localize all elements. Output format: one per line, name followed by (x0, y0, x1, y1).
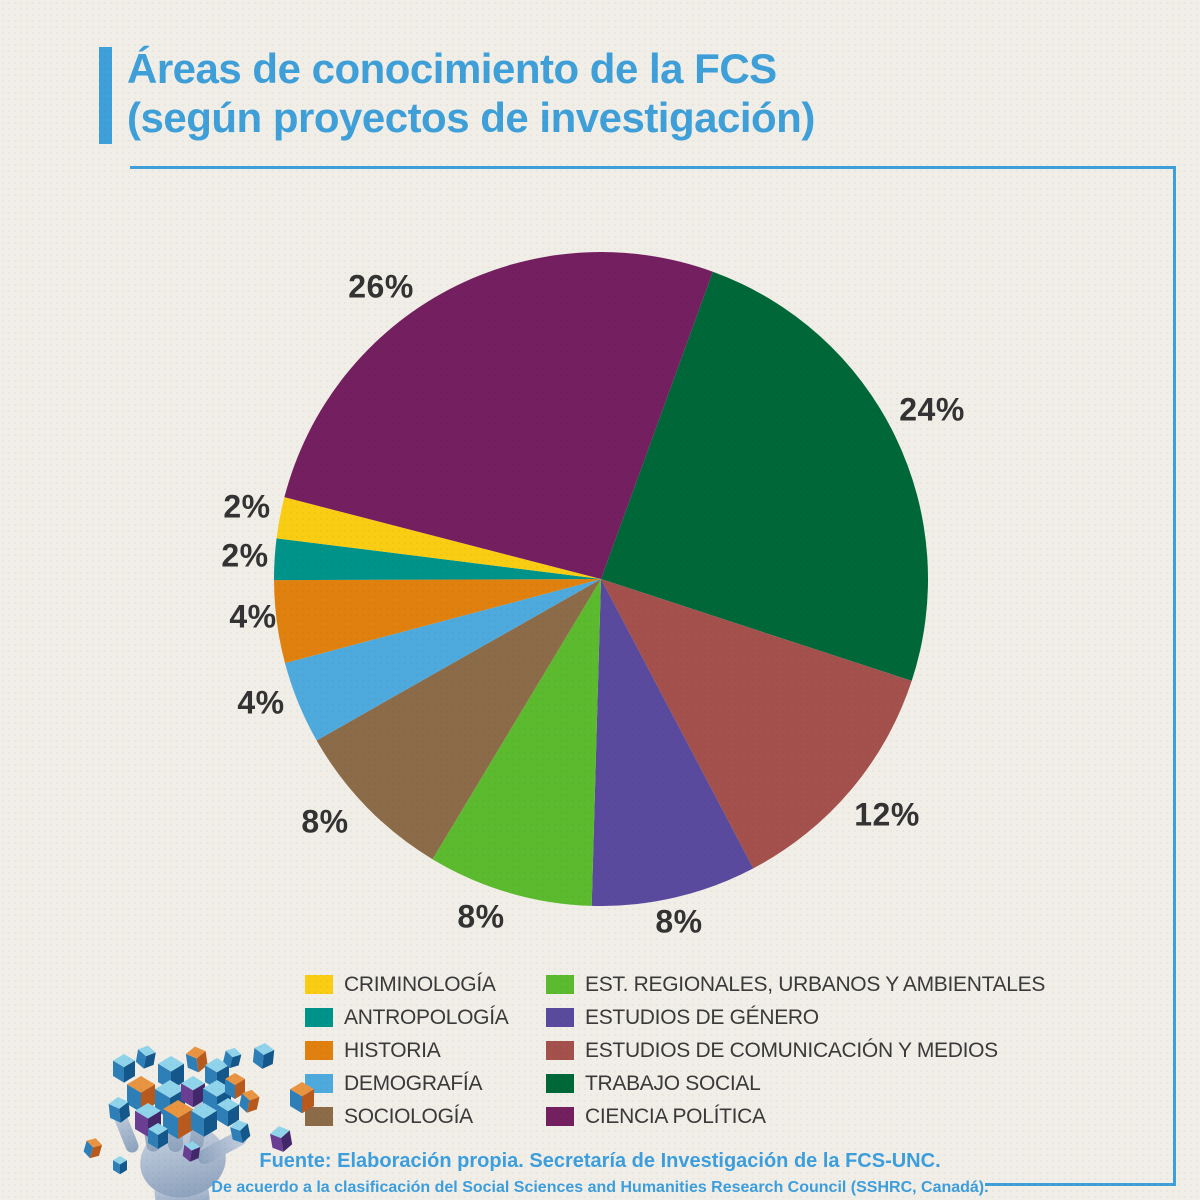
legend-item: DEMOGRAFÍA (305, 1071, 508, 1095)
pie-percent-label: 8% (655, 903, 703, 940)
pie-slice-est-regionales-urbanos-y-ambientales (432, 579, 601, 906)
legend-label: SOCIOLOGÍA (344, 1104, 473, 1128)
footer-source-line1: Fuente: Elaboración propia. Secretaría d… (259, 1150, 941, 1172)
page-title-line1: Áreas de conocimiento de la FCS (127, 45, 777, 92)
pie-slice-historia (274, 579, 601, 664)
footer-source-line2: De acuerdo a la clasificación del Social… (211, 1179, 989, 1196)
legend-swatch (305, 1041, 333, 1060)
legend-swatch (546, 1107, 574, 1126)
legend-label: HISTORIA (344, 1038, 441, 1062)
legend-item: ESTUDIOS DE COMUNICACIÓN Y MEDIOS (546, 1038, 1045, 1062)
pie-chart (274, 252, 928, 906)
legend-swatch (305, 1008, 333, 1027)
legend-item: SOCIOLOGÍA (305, 1104, 508, 1128)
legend-column-2: EST. REGIONALES, URBANOS Y AMBIENTALES E… (546, 972, 1046, 1140)
pie-slice-estudios-de-comunicaci-n-y-medios (601, 579, 912, 869)
legend-item: EST. REGIONALES, URBANOS Y AMBIENTALES (546, 972, 1046, 996)
legend-item: ESTUDIOS DE GÉNERO (546, 1005, 1045, 1029)
legend-swatch (305, 975, 333, 994)
pie-slice-ciencia-pol-tica (284, 252, 713, 579)
legend-swatch (546, 1041, 574, 1060)
pie-slice-estudios-de-g-nero (591, 579, 754, 906)
legend-label: TRABAJO SOCIAL (585, 1071, 761, 1095)
legend-swatch (546, 1008, 574, 1027)
footer-source: Fuente: Elaboración propia. Secretaría d… (0, 1150, 1200, 1197)
frame-top-line (130, 166, 1176, 169)
pie-slice-criminolog-a (276, 497, 601, 579)
legend-label: CRIMINOLOGÍA (344, 972, 496, 996)
pie-percent-label: 4% (229, 598, 277, 635)
legend-swatch (546, 975, 574, 994)
legend-column-1: CRIMINOLOGÍA ANTROPOLOGÍA HISTORIA DEMOG… (305, 972, 509, 1140)
legend-item: ANTROPOLOGÍA (305, 1005, 509, 1029)
pie-slice-sociolog-a (316, 579, 601, 860)
legend-swatch (546, 1074, 574, 1093)
pie-percent-label: 2% (221, 537, 269, 574)
pie-slice-demograf-a (284, 579, 601, 741)
legend-label: EST. REGIONALES, URBANOS Y AMBIENTALES (585, 972, 1046, 996)
page-title-line2: (según proyectos de investigación) (127, 94, 815, 141)
frame-bottom-line (985, 1183, 1176, 1186)
pie-slice-trabajo-social (601, 271, 928, 681)
legend-item: TRABAJO SOCIAL (546, 1071, 1045, 1095)
page-title: Áreas de conocimiento de la FCS (según p… (127, 44, 815, 142)
legend-label: CIENCIA POLÍTICA (585, 1104, 766, 1128)
legend-item: CIENCIA POLÍTICA (546, 1104, 1045, 1128)
legend-label: ESTUDIOS DE COMUNICACIÓN Y MEDIOS (585, 1038, 998, 1062)
legend-label: ESTUDIOS DE GÉNERO (585, 1005, 819, 1029)
legend-label: ANTROPOLOGÍA (344, 1005, 509, 1029)
legend-swatch (305, 1107, 333, 1126)
legend-item: CRIMINOLOGÍA (305, 972, 508, 996)
legend-item: HISTORIA (305, 1038, 508, 1062)
pie-percent-label: 2% (223, 488, 271, 525)
frame-right-line (1173, 166, 1176, 1186)
title-accent-bar (99, 47, 112, 144)
hand-cubes-graphic (82, 1042, 314, 1200)
legend-label: DEMOGRAFÍA (344, 1071, 483, 1095)
pie-slice-antropolog-a (274, 538, 601, 581)
